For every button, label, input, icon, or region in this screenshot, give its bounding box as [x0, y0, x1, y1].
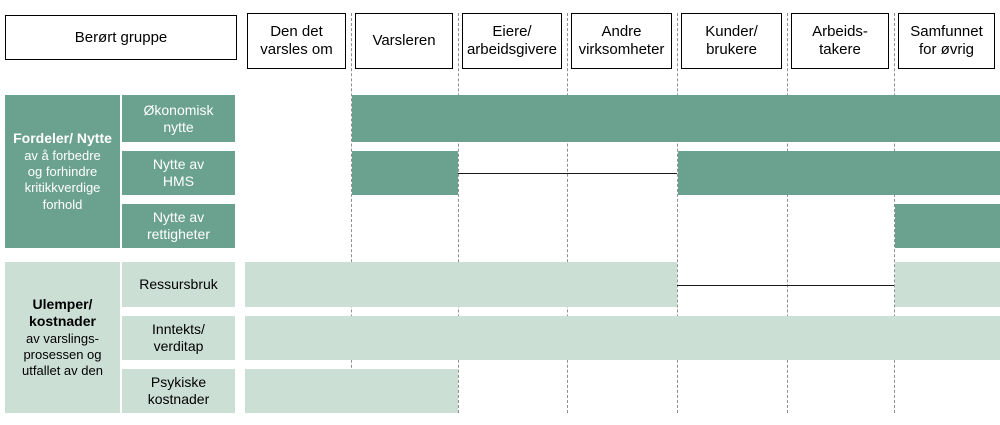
matrix-bar: [352, 151, 458, 195]
column-header-6: Arbeids- takere: [791, 13, 889, 69]
matrix-bar: [245, 316, 1000, 360]
matrix-bar: [678, 151, 1000, 195]
row-group-label: Ulemper/ kostnader av varslings- prosesse…: [5, 262, 120, 413]
row-label: Økonomisk nytte: [122, 95, 235, 142]
corner-header-berort-gruppe: Berørt gruppe: [5, 15, 237, 60]
column-header-2: Varsleren: [355, 13, 453, 69]
column-header-7: Samfunnet for øvrig: [898, 13, 995, 69]
row-label: Ressursbruk: [122, 262, 235, 307]
connector-line: [677, 284, 894, 286]
column-header-4: Andre virksomheter: [571, 13, 672, 69]
matrix-bar: [245, 369, 458, 413]
column-grid-line: [567, 13, 568, 413]
row-label: Psykiske kostnader: [122, 369, 235, 413]
matrix-bar: [895, 262, 1000, 307]
matrix-bar: [352, 95, 1000, 142]
row-label: Nytte av HMS: [122, 151, 235, 195]
row-group-label: Fordeler/ Nytte av å forbedre og forhindr…: [5, 95, 120, 248]
matrix-bar: [895, 204, 1000, 248]
row-label: Nytte av rettigheter: [122, 204, 235, 248]
connector-line: [458, 173, 677, 174]
matrix-bar: [245, 262, 677, 307]
column-grid-line: [787, 13, 788, 413]
row-label: Inntekts/ verditap: [122, 316, 235, 360]
column-grid-line: [677, 13, 678, 413]
group-title: Ulemper/ kostnader: [29, 295, 96, 330]
column-header-5: Kunder/ brukere: [681, 13, 782, 69]
group-subtitle: av varslings- prosessen og utfallet av d…: [22, 330, 103, 379]
column-grid-line: [351, 13, 352, 413]
column-grid-line: [458, 13, 459, 413]
group-subtitle: av å forbedre og forhindre kritikkverdig…: [24, 147, 101, 212]
column-header-3: Eiere/ arbeidsgivere: [462, 13, 562, 69]
column-header-1: Den det varsles om: [247, 13, 346, 69]
column-grid-line: [894, 13, 895, 413]
group-title: Fordeler/ Nytte: [13, 130, 112, 147]
